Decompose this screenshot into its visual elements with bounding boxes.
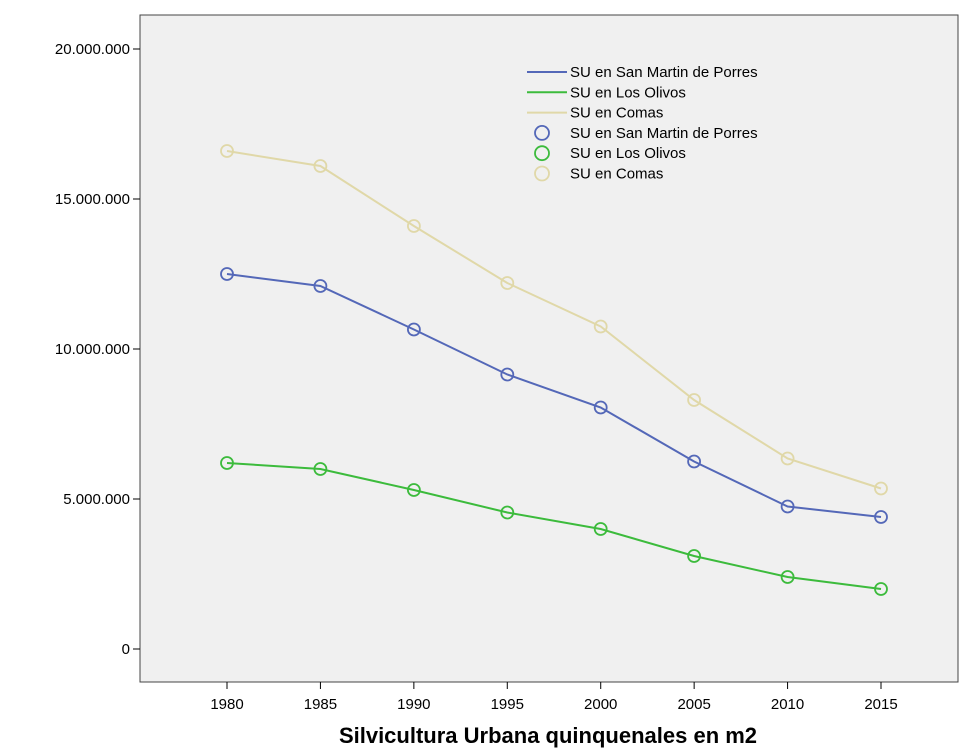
y-tick-label: 5.000.000 bbox=[63, 491, 130, 508]
x-axis-title: Silvicultura Urbana quinquenales en m2 bbox=[339, 723, 757, 748]
legend-label: SU en San Martin de Porres bbox=[570, 64, 758, 81]
y-tick-label: 20.000.000 bbox=[55, 41, 130, 58]
y-tick-label: 0 bbox=[122, 641, 130, 658]
x-tick-label: 1995 bbox=[491, 696, 524, 713]
y-tick-label: 10.000.000 bbox=[55, 341, 130, 358]
y-tick-label: 15.000.000 bbox=[55, 191, 130, 208]
plot-area bbox=[140, 15, 958, 682]
x-tick-label: 2005 bbox=[677, 696, 710, 713]
x-tick-label: 1980 bbox=[210, 696, 243, 713]
legend-label: SU en Comas bbox=[570, 166, 663, 183]
x-tick-label: 1985 bbox=[304, 696, 337, 713]
x-tick-label: 2010 bbox=[771, 696, 804, 713]
legend-label: SU en Los Olivos bbox=[570, 145, 686, 162]
legend-label: SU en Comas bbox=[570, 105, 663, 122]
legend-label: SU en Los Olivos bbox=[570, 84, 686, 101]
x-tick-label: 2015 bbox=[864, 696, 897, 713]
x-tick-label: 1990 bbox=[397, 696, 430, 713]
x-tick-label: 2000 bbox=[584, 696, 617, 713]
x-axis: 1980 1985 1990 1995 2000 2005 2010 2015 bbox=[210, 682, 897, 713]
legend-label: SU en San Martin de Porres bbox=[570, 125, 758, 142]
y-axis: 0 5.000.000 10.000.000 15.000.000 20.000.000 bbox=[55, 41, 140, 658]
